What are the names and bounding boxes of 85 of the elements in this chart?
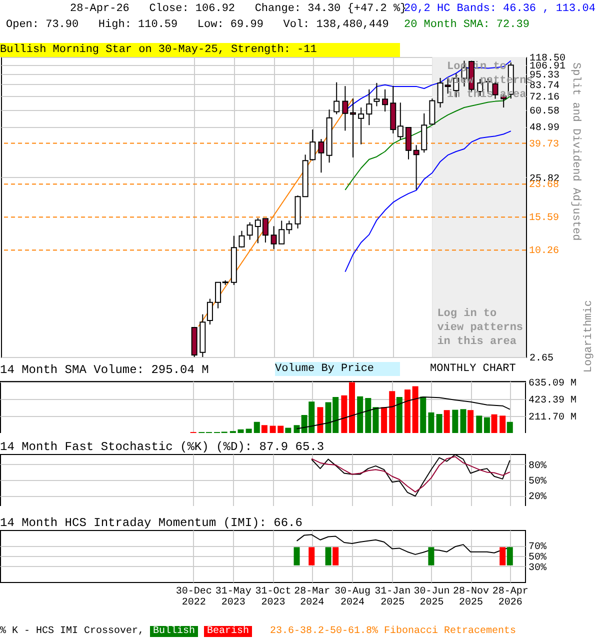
y-tick-label: 80% [528,460,547,472]
bar [389,391,396,433]
chart-subtitle: Open: 73.90 High: 110.59 Low: 69.99 Vol: 138,480,449 [6,18,389,32]
bar [254,422,260,433]
line-series [296,396,510,430]
bar [357,396,364,433]
y-tick-label: 50% [528,476,547,488]
y-tick-label: 60.58 [530,106,560,118]
candlestick [342,86,348,132]
bar [476,416,482,433]
x-tick-label: 30-Aug 2024 [334,586,371,608]
y-tick-label: 30% [528,562,547,574]
bar [404,390,410,433]
text: 20 Month SMA: 72.39 [404,18,530,32]
x-tick-label: 31-Jan 2025 [374,586,411,608]
ref-line-label: 39.73 [529,139,560,150]
chart-title: 14 Month SMA Volume: 295.04 M [0,362,209,377]
candlestick [366,88,372,126]
x-tick-label: 30-Jun 2025 [414,586,450,608]
bar [436,414,442,433]
bar [468,410,474,433]
candlestick [310,129,316,162]
candlestick [206,298,213,325]
bar [460,409,466,433]
candlestick [374,82,380,107]
x-tick-label: 31-May 2023 [215,586,252,608]
text: Logarithmic [582,300,596,373]
x-tick-label: 30-Dec 2022 [176,586,212,608]
bar [261,425,268,433]
x-tick-label: 28-Nov 2025 [453,586,490,608]
text: 23.6-38.2-50-61.8% Fibonacci Retracements [270,625,516,639]
x-tick-label: 31-Oct 2023 [255,586,292,608]
text: 20,2 HC Bands: 46.36 , 113.04 [404,2,596,16]
chart-title: 14 Month HCS Intraday Momentum (IMI): 66.6 [0,516,302,530]
x-tick-label: 28-Mar 2024 [294,586,330,608]
candlestick [334,82,340,115]
y-tick-label: 2.65 [530,354,554,364]
bar [500,416,506,433]
candlestick [413,144,420,190]
bar [412,386,418,433]
bar [381,407,388,433]
bar [317,407,324,433]
bar [444,410,450,433]
y-tick-label: 48.99 [530,123,560,134]
y-tick-label: 70% [528,542,547,554]
candlestick [246,222,253,240]
candlestick [382,88,388,112]
bar [452,410,458,433]
text: Bullish [150,626,198,637]
legend-title: % K - HCS IMI Crossover, [0,626,146,637]
chart-title: 14 Month Fast Stochastic (%K) (%D): 87.9 65.3 [0,440,324,454]
bar [428,412,434,433]
y-axis-title: Split and Dividend Adjusted [570,62,582,241]
bar [349,382,355,433]
candlestick [318,138,324,174]
y-tick-label: 211.70 M [528,412,577,424]
bar [420,396,426,433]
text: Bearish [204,626,252,637]
chart-title: 28-Apr-26 Close: 106.92 Change: 34.30 {+47.2 %} [70,2,407,16]
text: MONTHLY CHART [430,362,516,376]
bar [484,417,490,433]
y-tick-label: 72.16 [530,92,560,104]
x-tick-label: 28-Apr 2026 [492,586,528,608]
ref-line-label: 23.68 [529,180,560,192]
bar [396,396,402,433]
ref-line-label: 15.59 [529,213,560,224]
bar [506,422,513,433]
y-tick-label: 83.74 [530,80,560,92]
y-tick-label: 50% [528,552,547,564]
y-tick-label: 423.39 M [528,395,577,406]
line-series [344,130,512,272]
text: Volume By Price [275,362,400,376]
bar [341,395,348,433]
candlestick [429,98,436,125]
bar [246,428,252,433]
text: Bullish Morning Star on 30-May-25, Strength: -11 [0,43,400,57]
band-label: Log in to view patterns in this area [437,308,524,348]
y-tick-label: 635.09 M [528,378,577,390]
ref-line-label: 10.26 [529,246,560,258]
candlestick [405,127,412,160]
candlestick [350,98,356,158]
bar [285,428,292,433]
bar [491,414,498,433]
y-tick-label: 20% [528,492,547,504]
candlestick [358,107,364,145]
